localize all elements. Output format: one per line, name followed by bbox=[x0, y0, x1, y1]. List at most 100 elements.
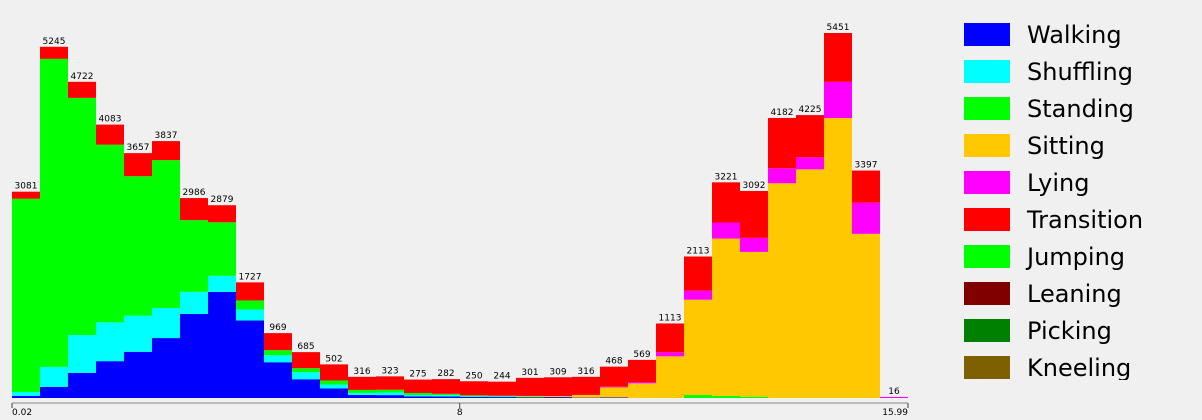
legend-label: Sitting bbox=[1027, 132, 1105, 160]
bar-total: 1727 bbox=[239, 272, 262, 282]
bar-segment bbox=[12, 198, 40, 392]
legend-label: Lying bbox=[1027, 169, 1089, 197]
bar-total: 323 bbox=[381, 366, 398, 376]
bar-total: 5451 bbox=[827, 23, 850, 33]
bar-segment bbox=[96, 322, 124, 362]
bar-segment bbox=[320, 384, 348, 389]
bar-segment bbox=[460, 396, 488, 397]
bar-segment bbox=[40, 58, 68, 367]
bar-segment bbox=[376, 376, 404, 390]
bar-segment bbox=[236, 309, 264, 321]
bar-total: 569 bbox=[633, 350, 650, 360]
bar-segment bbox=[516, 377, 544, 396]
bar-segment bbox=[432, 396, 460, 398]
bar-segment bbox=[180, 313, 208, 398]
bar-segment bbox=[656, 352, 684, 357]
bar-segment bbox=[292, 379, 320, 398]
bar-segment bbox=[516, 396, 544, 398]
bar-total: 4182 bbox=[771, 108, 794, 118]
bar-segment bbox=[348, 389, 376, 393]
bar-segment bbox=[572, 394, 600, 398]
bar-segment bbox=[600, 397, 628, 398]
bar-segment bbox=[572, 376, 600, 395]
bar-segment bbox=[236, 282, 264, 301]
bar-segment bbox=[684, 290, 712, 300]
bar-total: 468 bbox=[605, 357, 622, 367]
bar-segment bbox=[488, 381, 516, 396]
bar-segment bbox=[96, 361, 124, 398]
bar-segment bbox=[796, 169, 824, 398]
bar-total: 4083 bbox=[99, 115, 122, 125]
bar-segment bbox=[152, 338, 180, 398]
bar-segment bbox=[68, 81, 96, 98]
bar-segment bbox=[264, 350, 292, 356]
legend: Walking Shuffling Standing Sitting Lying Tran… bbox=[964, 21, 1143, 380]
bar-segment bbox=[852, 170, 880, 203]
bar-segment bbox=[684, 394, 712, 398]
legend-swatch bbox=[964, 245, 1010, 268]
bar-segment bbox=[684, 256, 712, 291]
bar-total: 3221 bbox=[715, 172, 738, 182]
legend-label: Transition bbox=[1026, 206, 1143, 234]
bar-segment bbox=[68, 372, 96, 398]
bar-segment bbox=[460, 381, 488, 396]
bar-segment bbox=[124, 351, 152, 398]
legend-label: Jumping bbox=[1025, 243, 1125, 271]
bar-segment bbox=[12, 191, 40, 199]
bar-segment bbox=[348, 392, 376, 395]
legend-swatch bbox=[964, 97, 1010, 120]
bar-segment bbox=[544, 397, 572, 398]
bar-segment bbox=[292, 372, 320, 380]
bar-segment bbox=[852, 202, 880, 234]
bar-segment bbox=[656, 323, 684, 353]
bar-segment bbox=[516, 395, 544, 397]
legend-swatch bbox=[964, 134, 1010, 157]
legend-label: Walking bbox=[1027, 21, 1122, 49]
bar-total: 3657 bbox=[127, 143, 150, 153]
bar-total: 316 bbox=[577, 367, 594, 377]
bar-segment bbox=[152, 160, 180, 308]
bar-segment bbox=[124, 315, 152, 352]
bar-segment bbox=[40, 386, 68, 398]
bar-segment bbox=[740, 396, 768, 398]
bar-total: 3092 bbox=[743, 181, 766, 191]
legend-swatch bbox=[964, 171, 1010, 194]
bar-segment bbox=[376, 389, 404, 393]
bar-total: 4225 bbox=[799, 105, 822, 115]
bar-segment bbox=[404, 396, 432, 398]
bar-segment bbox=[628, 359, 656, 382]
bar-segment bbox=[824, 33, 852, 82]
legend-swatch bbox=[964, 60, 1010, 83]
bar-segment bbox=[376, 392, 404, 396]
bar-segment bbox=[208, 291, 236, 398]
bar-segment bbox=[348, 394, 376, 398]
bar-total: 969 bbox=[269, 323, 286, 333]
bar-segment bbox=[600, 366, 628, 387]
legend-swatch bbox=[964, 356, 1010, 379]
bar-total: 1113 bbox=[659, 313, 682, 323]
bar-segment bbox=[824, 118, 852, 399]
bar-segment bbox=[712, 238, 740, 396]
bar-segment bbox=[656, 356, 684, 398]
bar-segment bbox=[40, 366, 68, 387]
bar-segment bbox=[292, 352, 320, 369]
bar-segment bbox=[264, 355, 292, 363]
bar-segment bbox=[208, 275, 236, 292]
bar-segment bbox=[544, 396, 572, 398]
bar-total: 3397 bbox=[855, 161, 878, 171]
bar-segment bbox=[460, 396, 488, 398]
bar-segment bbox=[320, 388, 348, 398]
bar-total: 3081 bbox=[15, 182, 38, 192]
bar-segment bbox=[432, 395, 460, 397]
bar-segment bbox=[68, 97, 96, 336]
bar-segment bbox=[796, 157, 824, 170]
bar-segment bbox=[432, 379, 460, 394]
legend-swatch bbox=[964, 282, 1010, 305]
bar-segment bbox=[124, 176, 152, 316]
bar-segment bbox=[628, 381, 656, 384]
plot: 3081 5245 4722 4083 3657 3837 2986 2879 1727 969 6… bbox=[11, 23, 909, 418]
bar-segment bbox=[180, 220, 208, 292]
bar-segment bbox=[12, 395, 40, 398]
bar-segment bbox=[740, 237, 768, 252]
